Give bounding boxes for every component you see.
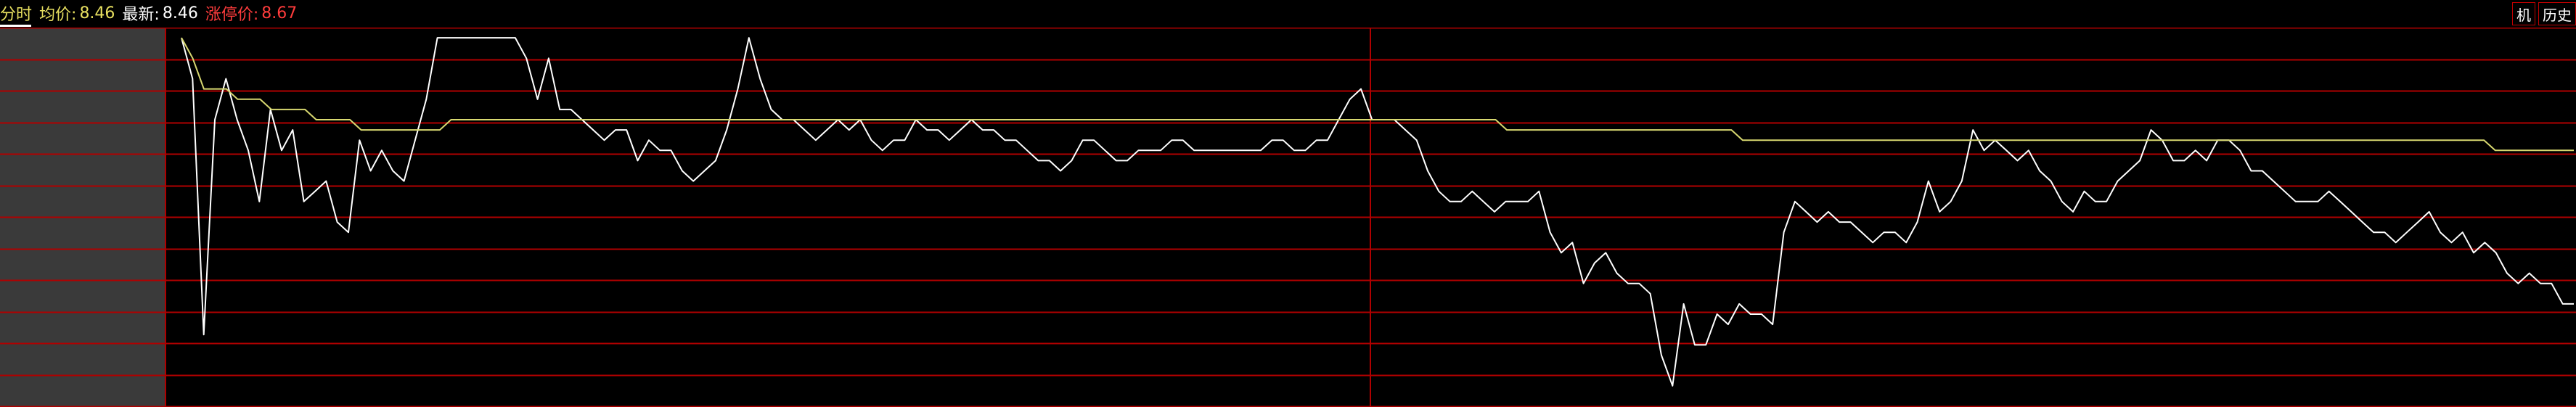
tab-fenshi[interactable]: 分时 <box>0 6 33 24</box>
latest-price-label: 最新: <box>122 6 160 24</box>
avg-price-series-line <box>181 37 2574 152</box>
tab-active-underline <box>0 25 31 27</box>
chart-grid <box>0 28 2576 407</box>
price-series-line <box>181 37 2574 387</box>
chart-header: 分时 均价: 8.46 最新: 8.46 涨停价: 8.67 <box>0 0 2576 26</box>
ji-button[interactable]: 机 <box>2512 2 2535 25</box>
history-button[interactable]: 历史 <box>2538 2 2576 25</box>
avg-price-value: 8.46 <box>79 4 115 22</box>
latest-price-value: 8.46 <box>162 4 198 22</box>
price-chart[interactable] <box>0 28 2576 407</box>
avg-price-label: 均价: <box>39 6 77 24</box>
chart-series <box>181 37 2574 387</box>
limit-up-label: 涨停价: <box>205 6 259 24</box>
limit-up-value: 8.67 <box>261 4 298 22</box>
